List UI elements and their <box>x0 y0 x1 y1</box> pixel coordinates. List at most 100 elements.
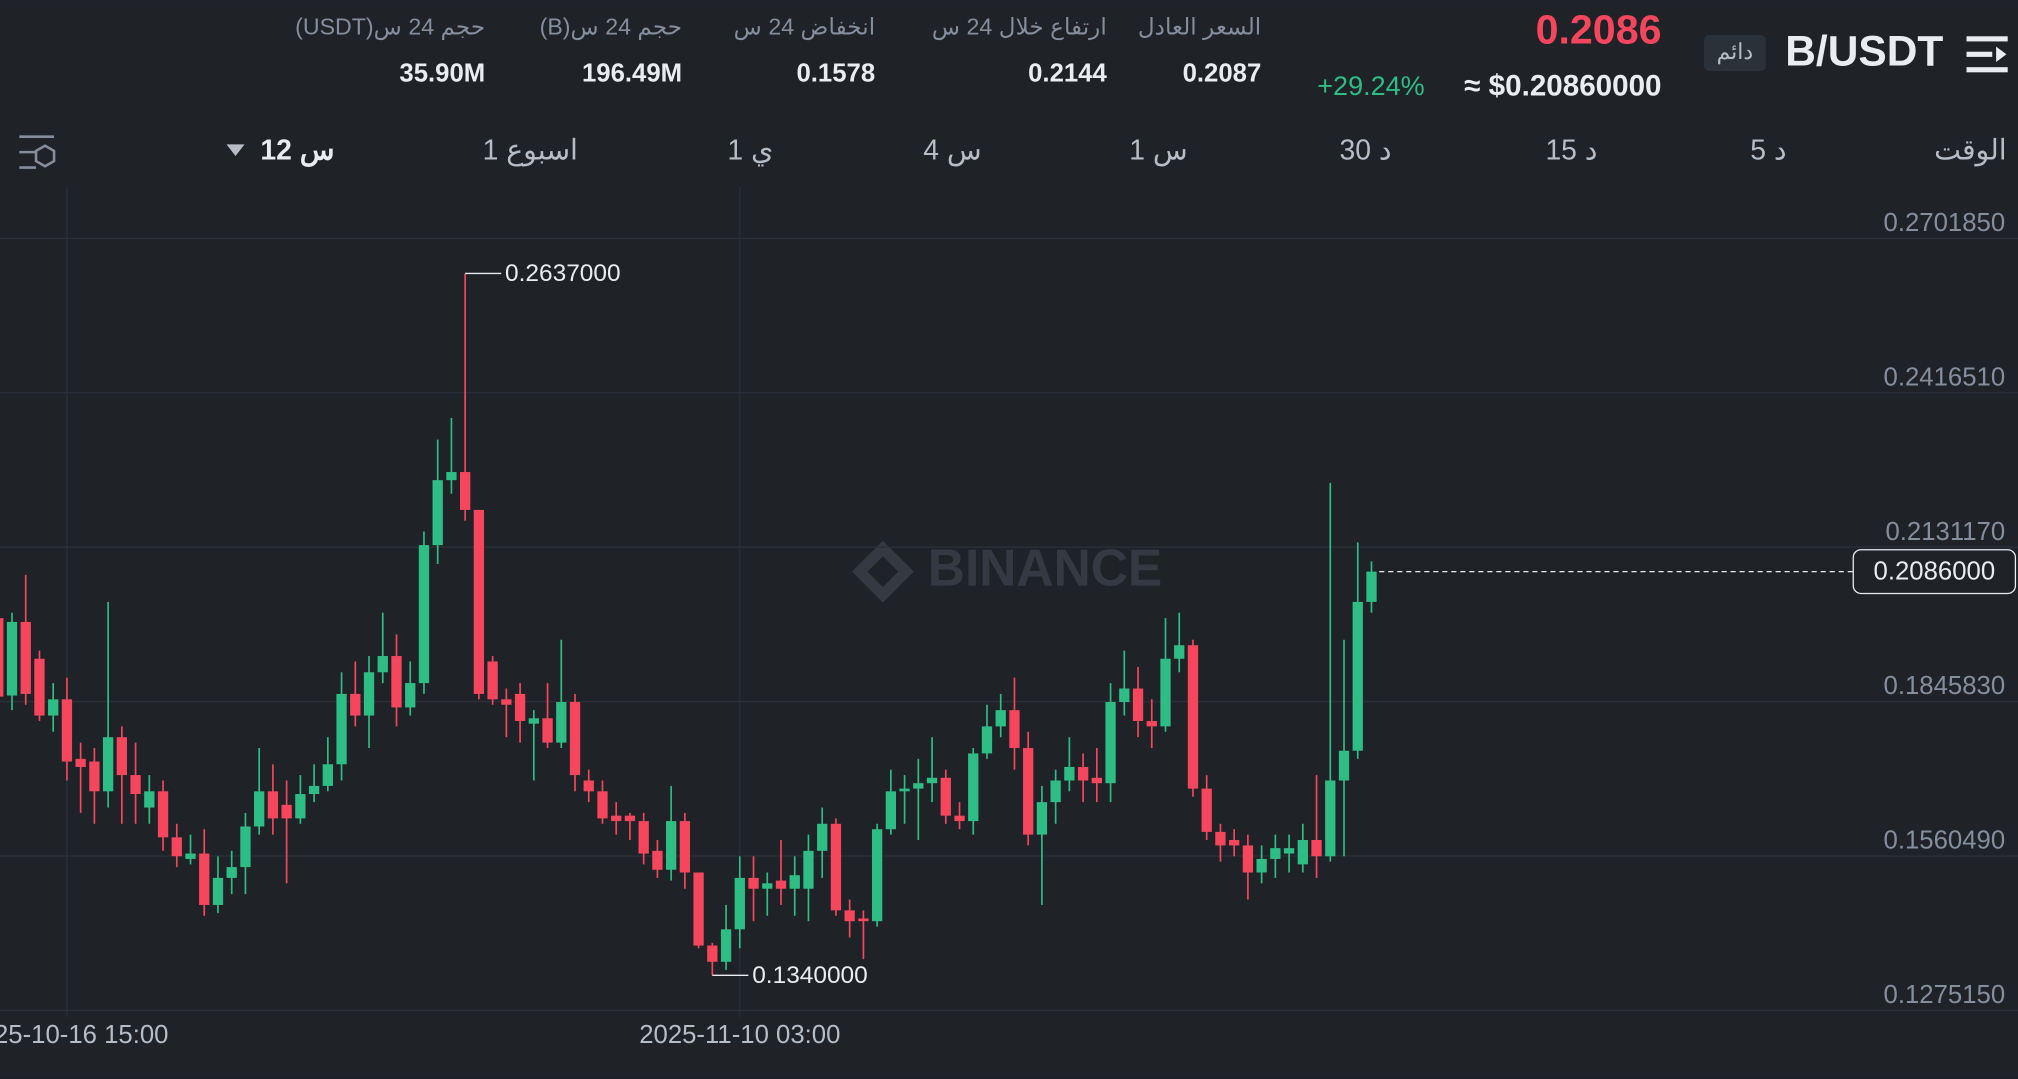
candle-body <box>34 658 45 716</box>
timeframe[interactable]: 5 د <box>1750 134 1786 166</box>
candle-body <box>418 545 430 684</box>
candle-body <box>665 821 677 870</box>
candle-body <box>501 699 512 705</box>
candle-body <box>1091 777 1102 784</box>
candle-body <box>1160 658 1171 727</box>
candle-body <box>199 853 210 905</box>
candle-body <box>157 791 169 838</box>
candle-body <box>295 794 306 819</box>
dropdown-arrow[interactable] <box>226 144 245 156</box>
candle-body <box>473 509 485 694</box>
candle-body <box>1215 831 1226 846</box>
candle-body <box>240 826 251 868</box>
candle-body <box>954 815 965 822</box>
stat-value: 0.1578 <box>796 60 875 88</box>
symbol[interactable]: B/USDT <box>1785 28 1943 75</box>
candle-body <box>679 821 691 873</box>
candle-body <box>20 621 31 694</box>
candle-body <box>226 867 237 878</box>
candle-body <box>871 829 883 922</box>
candle-body <box>1023 748 1034 835</box>
candle-body <box>734 877 745 930</box>
candle-body <box>254 791 265 827</box>
stat-label: حجم 24 س(USDT) <box>295 14 485 41</box>
stat-label: السعر العادل <box>1138 14 1261 41</box>
candle-body <box>336 693 347 765</box>
candle-body <box>446 472 457 481</box>
stat-value: 0.2144 <box>1028 60 1107 88</box>
candle-body <box>1174 645 1185 659</box>
stat-value: 0.2087 <box>1183 60 1262 88</box>
candle-body <box>116 737 128 776</box>
candle-body <box>995 710 1006 727</box>
candle-body <box>968 753 979 822</box>
timeframe[interactable]: 1 ي <box>727 134 773 167</box>
timeframe[interactable]: 4 س <box>923 134 981 167</box>
candle-body <box>652 850 663 870</box>
timeframe[interactable]: 30 د <box>1340 134 1392 166</box>
candle-body <box>858 918 869 922</box>
watermark: BINANCE <box>928 538 1162 596</box>
candle-body <box>267 791 279 819</box>
candle-body <box>1201 788 1212 832</box>
candle-body <box>1050 780 1061 803</box>
candle-body <box>926 777 938 784</box>
candle-body <box>1338 750 1350 781</box>
candle-body <box>281 804 292 819</box>
candle-body <box>899 788 910 792</box>
stat-label: انخفاض 24 س <box>734 14 876 41</box>
candle-body <box>1311 840 1322 857</box>
y-tick-label: 0.2131170 <box>1885 518 2005 546</box>
candle-body <box>693 872 704 946</box>
candle-body <box>1077 766 1089 781</box>
candle-body <box>940 777 951 816</box>
candle-body <box>1132 688 1144 721</box>
timeframe[interactable]: 1 س <box>1129 134 1187 167</box>
candle-body <box>762 883 773 889</box>
candle-body <box>377 656 388 673</box>
max-label: 0.2637000 <box>505 260 621 287</box>
tag-box <box>1703 35 1766 72</box>
candle-body <box>885 791 897 830</box>
usd-price: ≈ $0.20860000 <box>1464 70 1661 103</box>
x-tick-label: 2025-10-16 15:00 <box>0 1021 168 1049</box>
min-label: 0.1340000 <box>752 962 868 989</box>
tag: دائم <box>1717 39 1753 65</box>
candle-body <box>789 875 800 889</box>
settings-icon[interactable] <box>19 135 56 169</box>
candle-body <box>1242 845 1254 873</box>
y-tick-label: 0.2701850 <box>1884 209 2006 237</box>
candle-body <box>569 702 581 776</box>
candle-body <box>844 910 855 922</box>
timeframe[interactable]: الوقت <box>1934 134 2006 167</box>
candle-body <box>624 815 636 822</box>
candle-body <box>528 718 539 724</box>
candle-body <box>1009 710 1020 749</box>
candle-body <box>1105 702 1116 784</box>
candle-body <box>1119 688 1130 703</box>
candle-body <box>1297 840 1308 865</box>
candle-body <box>1352 601 1363 751</box>
candle-body <box>556 702 567 743</box>
candle-body <box>1187 645 1199 789</box>
y-tick-label: 0.1845830 <box>1884 672 2006 700</box>
candle-body <box>391 656 402 708</box>
candle-body <box>1229 840 1240 846</box>
timeframe[interactable]: 15 د <box>1545 134 1597 166</box>
stat-value: 35.90M <box>399 60 485 88</box>
menu-icon[interactable] <box>1966 36 2008 73</box>
candle-body <box>89 761 100 792</box>
candle-body <box>363 672 375 716</box>
y-tick-label: 0.2416510 <box>1884 363 2006 391</box>
candle-body <box>322 764 333 786</box>
x-tick-label: 2025-11-10 03:00 <box>639 1021 840 1049</box>
stat-label: ارتفاع خلال 24 س <box>932 14 1107 41</box>
candle-body <box>48 699 59 716</box>
candle-body <box>144 791 155 808</box>
y-tick-label: 0.1560490 <box>1884 827 2006 855</box>
candle-body <box>1283 848 1295 854</box>
selected-timeframe[interactable]: 12 س <box>260 134 334 168</box>
candle-body <box>350 693 361 716</box>
timeframe[interactable]: 1 اسبوع <box>483 134 578 167</box>
